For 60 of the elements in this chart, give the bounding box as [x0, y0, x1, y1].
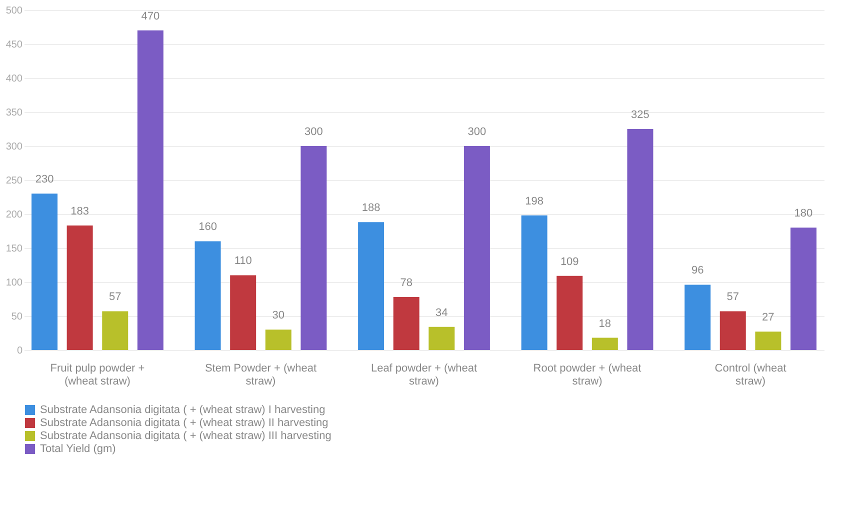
y-tick-label: 0: [16, 346, 23, 356]
data-label: 27: [762, 312, 774, 324]
bar: [592, 338, 618, 350]
bar: [358, 222, 384, 350]
bar: [521, 215, 548, 350]
y-tick-label: 300: [6, 142, 23, 152]
bar: [102, 311, 128, 350]
bar: [230, 275, 256, 350]
data-label: 300: [304, 126, 323, 138]
bar: [627, 129, 654, 350]
x-tick-label: Fruit pulp powder + (wheat straw): [50, 362, 145, 388]
bar: [393, 296, 420, 350]
data-label: 188: [362, 202, 380, 214]
x-tick-label: Control (wheat straw): [714, 362, 786, 388]
data-label: 96: [691, 264, 704, 277]
data-label: 18: [598, 318, 612, 330]
legend-label: Total Yield (gm): [40, 443, 116, 455]
data-label: 30: [272, 310, 285, 322]
x-tick-label: Stem Powder + (wheat straw): [204, 362, 317, 388]
legend-label: Substrate Adansonia digitata ( + (wheat straw) I harvesting: [40, 404, 326, 416]
data-label: 230: [35, 174, 54, 186]
data-label: 183: [70, 206, 89, 218]
data-label: 57: [108, 291, 122, 304]
x-tick-label: Root powder + (wheat straw): [533, 362, 642, 388]
y-tick-label: 150: [6, 244, 23, 254]
bar: [66, 226, 93, 350]
data-label: 78: [400, 276, 412, 289]
data-label: 160: [198, 221, 217, 234]
data-label: 325: [631, 109, 650, 121]
y-tick-label: 350: [6, 108, 23, 118]
data-label: 470: [141, 10, 160, 22]
data-label: 180: [794, 208, 813, 220]
y-tick-label: 400: [6, 74, 23, 84]
data-label: 198: [525, 195, 544, 208]
y-tick-label: 450: [6, 40, 23, 50]
bar: [556, 276, 583, 350]
x-tick-label: Leaf powder + (wheat straw): [370, 362, 478, 388]
bar: [32, 194, 58, 350]
y-tick-label: 250: [6, 176, 23, 186]
bar: [790, 228, 816, 350]
y-tick-label: 100: [6, 278, 23, 288]
bar: [194, 241, 221, 350]
data-label: 34: [436, 306, 448, 319]
data-label: 300: [468, 126, 486, 138]
bar: [428, 326, 455, 350]
legend-label: Substrate Adansonia digitata ( + (wheat straw) III harvesting: [40, 430, 332, 442]
y-tick-label: 50: [11, 312, 23, 322]
bar: [300, 146, 327, 350]
data-label: 57: [726, 291, 740, 304]
bar: [755, 332, 782, 350]
data-label: 110: [234, 255, 252, 268]
bar: [464, 146, 490, 350]
bar: [684, 284, 711, 350]
bar: [137, 30, 164, 350]
y-tick-label: 200: [6, 210, 23, 220]
data-label: 109: [560, 256, 579, 268]
legend-label: Substrate Adansonia digitata ( + (wheat straw) II harvesting: [40, 417, 328, 429]
bar: [720, 311, 746, 350]
bar: [265, 330, 292, 350]
y-tick-label: 500: [6, 6, 23, 16]
